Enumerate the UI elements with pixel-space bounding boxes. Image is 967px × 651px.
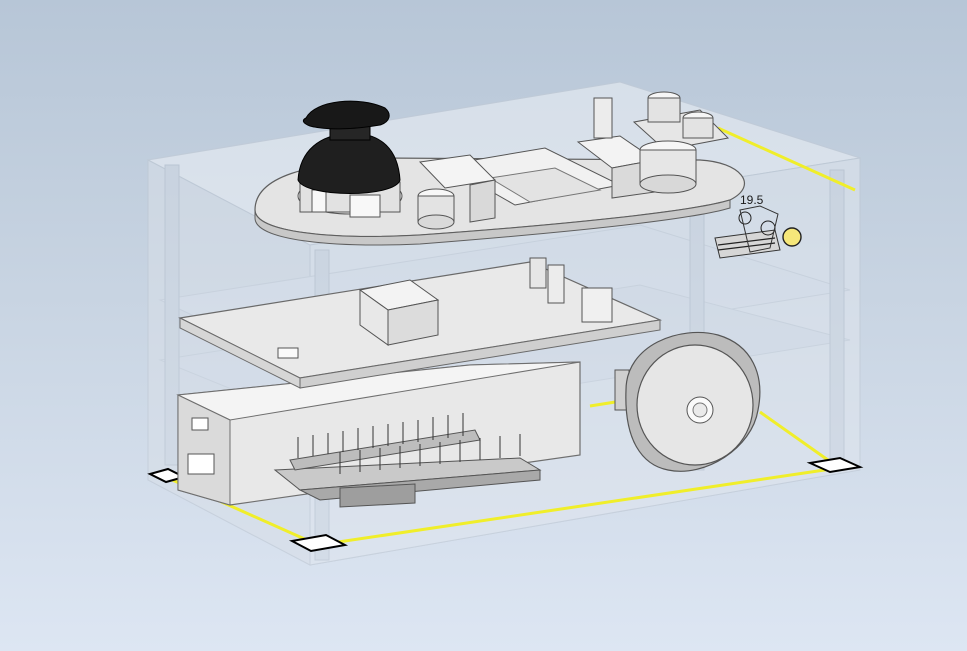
round-speaker[interactable] <box>614 331 761 472</box>
pin-header-board[interactable] <box>273 413 542 508</box>
joystick[interactable] <box>297 100 403 218</box>
middle-pcb[interactable] <box>178 257 663 389</box>
side-connector-detail[interactable] <box>714 205 802 259</box>
dimension-label: 19.5 <box>740 193 764 207</box>
